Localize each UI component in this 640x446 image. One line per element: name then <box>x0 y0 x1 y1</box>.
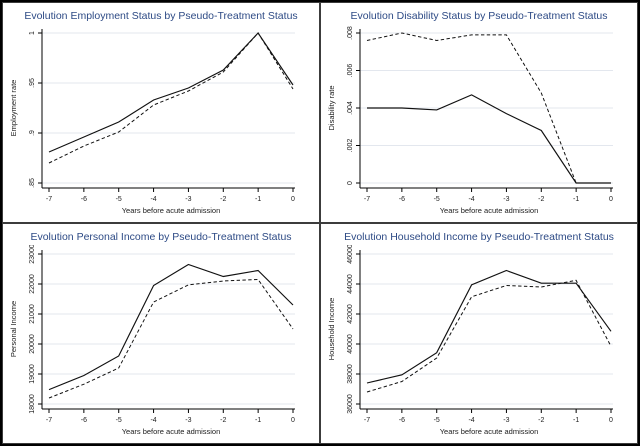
series-line-solid <box>48 32 294 153</box>
x-tick-label: -2 <box>220 196 226 203</box>
y-tick-label: .95 <box>29 78 36 88</box>
y-axis-title: Personal Income <box>9 301 18 357</box>
x-tick-label: -1 <box>255 417 261 424</box>
series-line-dashed <box>48 32 294 164</box>
x-tick-label: -2 <box>538 196 544 203</box>
y-tick-label: 19000 <box>29 364 36 384</box>
chart-title-household-income: Evolution Household Income by Pseudo-Tre… <box>344 231 614 243</box>
y-tick-label: 20000 <box>29 334 36 354</box>
y-tick-label: 36000 <box>347 394 354 414</box>
y-tick-label: .008 <box>347 26 354 40</box>
x-tick-label: -1 <box>255 196 261 203</box>
x-tick-label: -7 <box>46 196 52 203</box>
x-tick-label: -4 <box>150 417 156 424</box>
chart-title-personal-income: Evolution Personal Income by Pseudo-Trea… <box>30 231 292 243</box>
x-tick-label: -2 <box>538 417 544 424</box>
y-tick-label: 21000 <box>29 304 36 324</box>
x-axis-title: Years before acute admission <box>122 427 221 436</box>
x-tick-label: 0 <box>291 417 295 424</box>
x-tick-label: -7 <box>364 196 370 203</box>
chart-panel-employment: Evolution Employment Status by Pseudo-Tr… <box>2 2 320 223</box>
y-axis-title: Household Income <box>327 298 336 361</box>
x-tick-label: -6 <box>399 417 405 424</box>
chart-canvas-household-income: 36000 38000 40000 42000 44000 46000 -7 -6 -5 -4 -3… <box>327 245 613 436</box>
x-tick-label: -3 <box>185 417 191 424</box>
chart-canvas-personal-income: 18000 19000 20000 21000 22000 23000 -7 -6 -5 -4 -3… <box>9 245 295 436</box>
series-line-dashed <box>366 279 612 393</box>
x-tick-label: -7 <box>46 417 52 424</box>
y-tick-label: 46000 <box>347 245 354 264</box>
x-axis-title: Years before acute admission <box>122 206 221 215</box>
chart-title-employment: Evolution Employment Status by Pseudo-Tr… <box>24 10 298 22</box>
series-line-solid <box>366 269 612 384</box>
y-tick-label: .9 <box>29 130 36 136</box>
series-line-solid <box>48 263 294 391</box>
x-tick-label: -4 <box>468 417 474 424</box>
y-tick-label: 44000 <box>347 274 354 294</box>
x-tick-label: -6 <box>81 417 87 424</box>
y-tick-label: .004 <box>347 101 354 115</box>
y-axis-title: Employment rate <box>9 80 18 137</box>
x-tick-label: -4 <box>150 196 156 203</box>
chart-panel-household-income: Evolution Household Income by Pseudo-Tre… <box>320 223 638 444</box>
y-tick-label: 1 <box>29 31 36 35</box>
x-tick-label: -1 <box>573 417 579 424</box>
y-tick-label: 40000 <box>347 334 354 354</box>
y-tick-label: 0 <box>347 181 354 185</box>
y-tick-label: 23000 <box>29 245 36 264</box>
y-tick-label: 22000 <box>29 274 36 294</box>
chart-title-disability: Evolution Disability Status by Pseudo-Tr… <box>350 10 608 22</box>
x-tick-label: 0 <box>291 196 295 203</box>
x-tick-label: -3 <box>185 196 191 203</box>
x-tick-label: -6 <box>399 196 405 203</box>
x-tick-label: -1 <box>573 196 579 203</box>
x-tick-label: -2 <box>220 417 226 424</box>
chart-canvas-disability: 0 .002 .004 .006 .008 -7 -6 -5 -4 -3 -2 -1 0 Disabili… <box>327 26 613 215</box>
x-tick-label: -5 <box>434 417 440 424</box>
x-tick-label: -6 <box>81 196 87 203</box>
chart-panel-personal-income: Evolution Personal Income by Pseudo-Trea… <box>2 223 320 444</box>
x-tick-label: -3 <box>503 417 509 424</box>
series-line-dashed <box>48 278 294 399</box>
chart-canvas-employment: .85 .9 .95 1 -7 -6 -5 -4 -3 -2 -1 0 Employment rate Y… <box>9 29 295 215</box>
x-tick-label: -5 <box>116 417 122 424</box>
x-tick-label: -7 <box>364 417 370 424</box>
series-line-dashed <box>366 32 611 184</box>
series-line-solid <box>367 94 611 184</box>
x-tick-label: -5 <box>434 196 440 203</box>
y-tick-label: 38000 <box>347 364 354 384</box>
x-axis-title: Years before acute admission <box>440 206 539 215</box>
x-tick-label: -3 <box>503 196 509 203</box>
x-axis-title: Years before acute admission <box>440 427 539 436</box>
y-tick-label: 18000 <box>29 394 36 414</box>
y-axis-title: Disability rate <box>327 85 336 130</box>
y-tick-label: .85 <box>29 178 36 188</box>
x-tick-label: 0 <box>609 196 613 203</box>
y-tick-label: .002 <box>347 139 354 153</box>
x-tick-label: -4 <box>468 196 474 203</box>
y-tick-label: 42000 <box>347 304 354 324</box>
chart-panel-disability: Evolution Disability Status by Pseudo-Tr… <box>320 2 638 223</box>
x-tick-label: 0 <box>609 417 613 424</box>
x-tick-label: -5 <box>116 196 122 203</box>
y-tick-label: .006 <box>347 64 354 78</box>
